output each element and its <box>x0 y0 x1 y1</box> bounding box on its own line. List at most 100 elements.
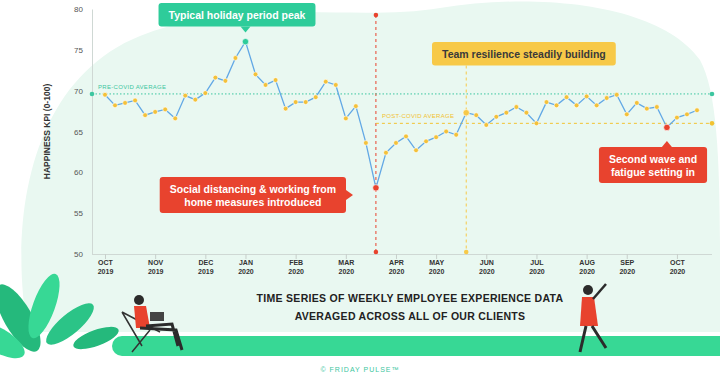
series-point <box>203 91 208 96</box>
series-point <box>394 141 399 146</box>
title: TIME SERIES OF WEEKLY EMPLOYEE EXPERIENC… <box>257 292 564 304</box>
y-tick: 70 <box>74 87 92 96</box>
x-tick-label-line: 2019 <box>148 268 164 275</box>
source: © FRIDAY PULSE™ <box>320 366 399 373</box>
person-arm <box>593 284 606 299</box>
series-point <box>363 141 368 146</box>
series-point <box>654 105 659 110</box>
x-tick: FEB 2020 <box>288 254 304 275</box>
x-tick: NOV 2019 <box>148 254 164 275</box>
x-tick-label-line: JUN <box>480 259 494 266</box>
x-tick: MAY2020 <box>429 254 445 275</box>
y-tick: 65 <box>74 128 92 137</box>
series-point <box>133 98 138 103</box>
annotation: Social distancing & working fromhome mea… <box>160 177 353 213</box>
annotation-vline <box>375 15 376 252</box>
annotation-text: Typical holiday period peak <box>169 9 306 21</box>
x-tick-label-line: MAY <box>429 259 444 266</box>
plot-area <box>90 38 715 191</box>
series-point <box>574 103 579 108</box>
x-tick-label-line: 2020 <box>389 268 405 275</box>
series-point <box>584 94 589 99</box>
y-tick-label: 50 <box>74 250 83 259</box>
x-tick-label-line: 2020 <box>579 268 595 275</box>
x-tick-label-line: APR <box>389 259 404 266</box>
x-tick-label-line: MAR <box>338 259 354 266</box>
series-point <box>484 123 489 128</box>
y-axis-title: HAPPINESS KPI (0-100) <box>42 84 52 180</box>
series-point <box>213 75 218 80</box>
series-point <box>343 116 348 121</box>
x-tick: SEP2020 <box>619 254 635 275</box>
y-axis-line <box>92 10 93 255</box>
person-head <box>134 295 144 305</box>
x-tick-label: JAN2020 <box>238 259 254 275</box>
series-point <box>424 139 429 144</box>
x-tick-label: MAR 2020 <box>338 259 354 275</box>
annotation: Typical holiday period peak <box>159 3 316 33</box>
background <box>0 1 720 365</box>
series-point <box>183 93 188 98</box>
series-point <box>594 103 599 108</box>
series-point <box>463 110 469 116</box>
x-tick-label-line: 2020 <box>288 268 304 275</box>
x-tick-label: MAY2020 <box>429 259 445 275</box>
annotation-box <box>599 147 707 183</box>
y-axis: 50556065707580 <box>74 5 92 259</box>
y-tick: 80 <box>74 5 92 14</box>
series-point <box>514 105 519 110</box>
x-tick-label-line: 2020 <box>529 268 545 275</box>
series-point <box>223 78 228 83</box>
x-axis: OCT2019NOV2019DEC2019JAN2020FEB2020MAR20… <box>92 254 712 275</box>
average-line-end <box>710 121 715 126</box>
x-tick-label-line: FEB <box>289 259 303 266</box>
annotation-box <box>432 42 616 66</box>
x-tick-label-line: 2020 <box>339 268 355 275</box>
series-point <box>624 112 629 117</box>
x-tick: JAN2020 <box>238 254 254 275</box>
texts: PRE-COVID AVERAGEPOST-COVID AVERAGEHAPPI… <box>42 84 564 373</box>
person-legs <box>140 324 182 350</box>
x-tick-label: DEC2019 <box>198 259 214 275</box>
series-point <box>283 106 288 111</box>
average-line-end <box>710 92 715 97</box>
series-point <box>504 110 509 115</box>
annotation-pointer <box>240 27 250 33</box>
x-tick-label-line: 2019 <box>198 268 214 275</box>
y-tick: 60 <box>74 168 92 177</box>
series-point <box>103 92 108 97</box>
y-tick-label: 60 <box>74 168 83 177</box>
annotations: Typical holiday period peak Social distan… <box>159 3 708 213</box>
series-point <box>554 103 559 108</box>
series-point <box>123 101 128 106</box>
x-tick-label-line: JAN <box>239 259 253 266</box>
series-point <box>544 100 549 105</box>
series-point <box>163 107 168 112</box>
x-tick-label: AUG 2020 <box>579 259 595 275</box>
x-tick: OCT2020 <box>670 254 686 275</box>
y-tick-label: 75 <box>74 46 83 55</box>
series-point <box>434 135 439 140</box>
leaf <box>0 315 30 366</box>
annotation-box <box>159 3 316 27</box>
annotation: Team resilience steadily building <box>432 42 616 66</box>
series-point <box>664 124 670 130</box>
series-point <box>695 108 700 113</box>
axes: 50556065707580OCT2019NOV2019DEC2019JAN20… <box>74 5 712 275</box>
x-tick-label-line: 2020 <box>670 268 686 275</box>
ground-strip <box>112 336 720 356</box>
series-point <box>494 114 499 119</box>
person-body <box>580 297 598 326</box>
series-point <box>333 83 338 88</box>
x-tick-label: NOV 2019 <box>148 259 164 275</box>
series-point <box>113 103 118 108</box>
series-point <box>534 121 539 126</box>
y-tick: 75 <box>74 46 92 55</box>
series-point <box>444 129 449 134</box>
x-tick-label-line: NOV <box>148 259 164 266</box>
series-point <box>404 134 409 139</box>
x-tick-label-line: AUG <box>579 259 595 266</box>
series-point <box>313 95 318 100</box>
x-tick: DEC2019 <box>198 254 214 275</box>
series-point <box>614 92 619 97</box>
